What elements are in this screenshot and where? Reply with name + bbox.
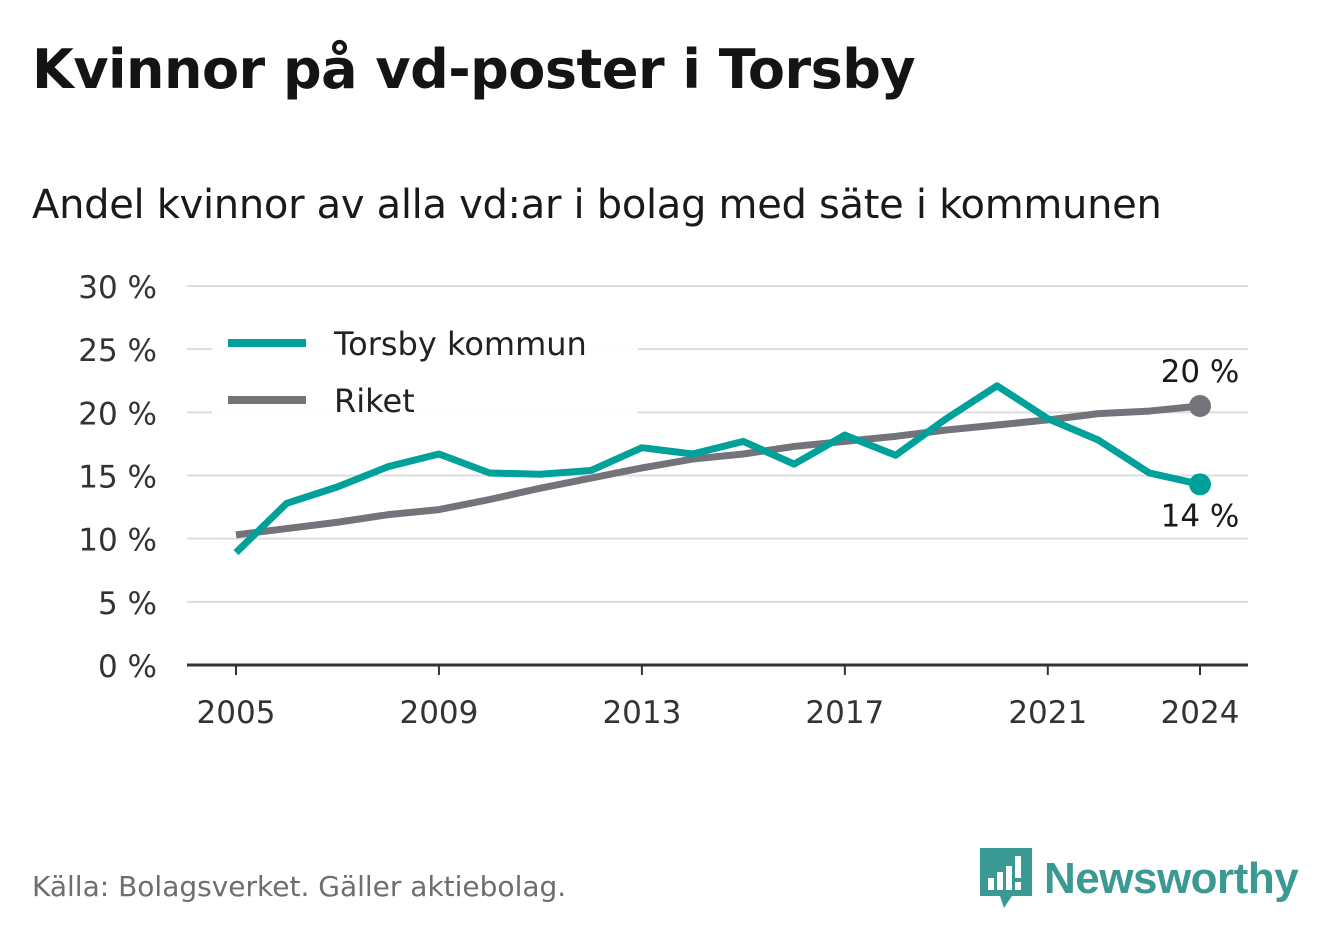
series-lines: [233, 382, 1211, 556]
series-line: [233, 382, 1201, 556]
series-line: [235, 402, 1201, 539]
legend-background: [212, 318, 638, 422]
x-tick-label: 2009: [399, 695, 478, 731]
brand-logo: Newsworthy: [980, 848, 1299, 910]
y-tick-label: 0 %: [98, 649, 157, 685]
end-value-label: 20 %: [1161, 354, 1240, 390]
bar-chart-pin-icon: [980, 848, 1032, 908]
x-tick-label: 2013: [602, 695, 681, 731]
legend-label: Torsby kommun: [333, 325, 587, 363]
y-tick-label: 20 %: [78, 396, 157, 432]
end-point: [1189, 395, 1211, 418]
end-value-label: 14 %: [1161, 498, 1240, 534]
brand-name: Newsworthy: [1044, 854, 1299, 903]
y-tick-label: 5 %: [98, 586, 157, 622]
y-tick-label: 30 %: [78, 270, 157, 306]
chart-subtitle: Andel kvinnor av alla vd:ar i bolag med …: [32, 182, 1162, 228]
x-tick-label: 2017: [805, 695, 884, 731]
y-tick-label: 25 %: [78, 333, 157, 369]
x-tick-label: 2021: [1008, 695, 1087, 731]
y-axis-ticks: 0 % 5 % 10 % 15 % 20 % 25 % 30 %: [78, 270, 157, 685]
y-tick-label: 15 %: [78, 460, 157, 496]
x-tick-label: 2024: [1161, 695, 1240, 731]
chart-title: Kvinnor på vd-poster i Torsby: [32, 38, 916, 101]
legend-label: Riket: [334, 382, 415, 420]
legend: Torsby kommun Riket: [212, 318, 638, 422]
x-tick-label: 2005: [197, 695, 276, 731]
y-tick-label: 10 %: [78, 523, 157, 559]
source-note: Källa: Bolagsverket. Gäller aktiebolag.: [32, 870, 567, 903]
end-point: [1189, 473, 1211, 496]
x-axis: 2005 2009 2013 2017 2021 2024: [187, 663, 1248, 731]
end-labels: 14 % 20 %: [1161, 354, 1240, 534]
